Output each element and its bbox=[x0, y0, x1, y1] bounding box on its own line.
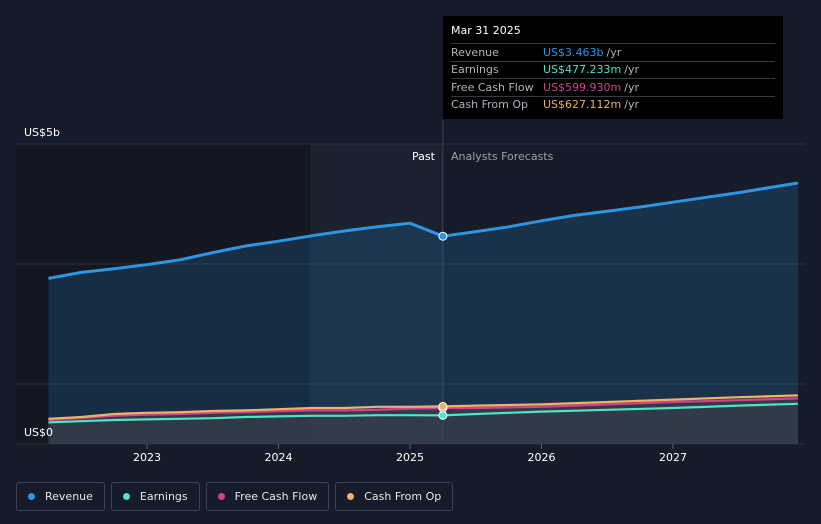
earnings-marker bbox=[438, 410, 448, 420]
x-tick-label: 2026 bbox=[528, 451, 556, 464]
tooltip-row-revenue: Revenue US$3.463b /yr bbox=[451, 43, 775, 61]
legend-label: Cash From Op bbox=[364, 490, 442, 503]
y-axis-bottom-label: US$0 bbox=[24, 426, 54, 439]
x-tick-label: 2027 bbox=[659, 451, 687, 464]
legend-dot-icon bbox=[28, 493, 35, 500]
past-label: Past bbox=[412, 150, 435, 163]
tooltip-label: Revenue bbox=[451, 45, 499, 59]
legend-label: Free Cash Flow bbox=[234, 490, 318, 503]
chart-lines bbox=[48, 181, 799, 424]
legend-dot-icon bbox=[122, 493, 130, 500]
y-axis-top-label: US$5b bbox=[24, 126, 61, 139]
legend-item-revenue[interactable]: Revenue bbox=[16, 482, 105, 511]
tooltip-row-earnings: Earnings US$477.233m /yr bbox=[451, 60, 775, 79]
legend-item-free-cash-flow[interactable]: Free Cash Flow bbox=[205, 482, 330, 511]
lower-area bbox=[48, 395, 798, 444]
tooltip-unit: /yr bbox=[624, 98, 639, 112]
tooltip-date: Mar 31 2025 bbox=[451, 24, 521, 37]
legend-item-earnings[interactable]: Earnings bbox=[110, 482, 200, 511]
revenue-line bbox=[48, 181, 799, 280]
legend-item-cash-from-op[interactable]: Cash From Op bbox=[335, 482, 454, 511]
legend-label: Earnings bbox=[139, 490, 188, 503]
earnings-line bbox=[48, 402, 798, 424]
tooltip-label: Earnings bbox=[451, 63, 499, 77]
x-tick-label: 2025 bbox=[396, 451, 424, 464]
revenue-marker bbox=[438, 231, 448, 241]
tooltip-label: Cash From Op bbox=[451, 98, 529, 112]
legend: Revenue Earnings Free Cash Flow Cash Fro… bbox=[16, 482, 454, 511]
chart-markers bbox=[438, 231, 448, 420]
tooltip-value: US$599.930m bbox=[543, 80, 622, 94]
tooltip-unit: /yr bbox=[624, 63, 639, 77]
cash-from-op-line bbox=[48, 394, 798, 420]
x-tick-label: 2024 bbox=[265, 451, 293, 464]
forecast-label: Analysts Forecasts bbox=[451, 150, 554, 163]
past-region bbox=[16, 144, 310, 444]
tooltip-value: US$477.233m bbox=[543, 63, 622, 77]
chart-background bbox=[16, 144, 443, 444]
x-axis-ticks: 2023 2024 2025 2026 2027 bbox=[133, 444, 687, 464]
tooltip-unit: /yr bbox=[606, 45, 622, 59]
x-tick-label: 2023 bbox=[133, 451, 161, 464]
tooltip-row-cash-from-op: Cash From Op US$627.112m /yr bbox=[451, 95, 775, 114]
legend-label: Revenue bbox=[45, 490, 93, 503]
tooltip-value: US$627.112m bbox=[543, 98, 622, 112]
past-highlight bbox=[310, 144, 443, 444]
cash-from-op-marker bbox=[438, 401, 448, 411]
tooltip: Mar 31 2025 Revenue US$3.463b /yr Earnin… bbox=[443, 16, 783, 119]
tooltip-value: US$3.463b bbox=[543, 45, 604, 59]
legend-dot-icon bbox=[217, 493, 225, 500]
tooltip-unit: /yr bbox=[624, 80, 639, 94]
tooltip-label: Free Cash Flow bbox=[451, 80, 534, 94]
tooltip-row-free-cash-flow: Free Cash Flow US$599.930m /yr bbox=[451, 78, 775, 96]
legend-dot-icon bbox=[347, 493, 355, 500]
free-cash-flow-line bbox=[48, 397, 798, 422]
